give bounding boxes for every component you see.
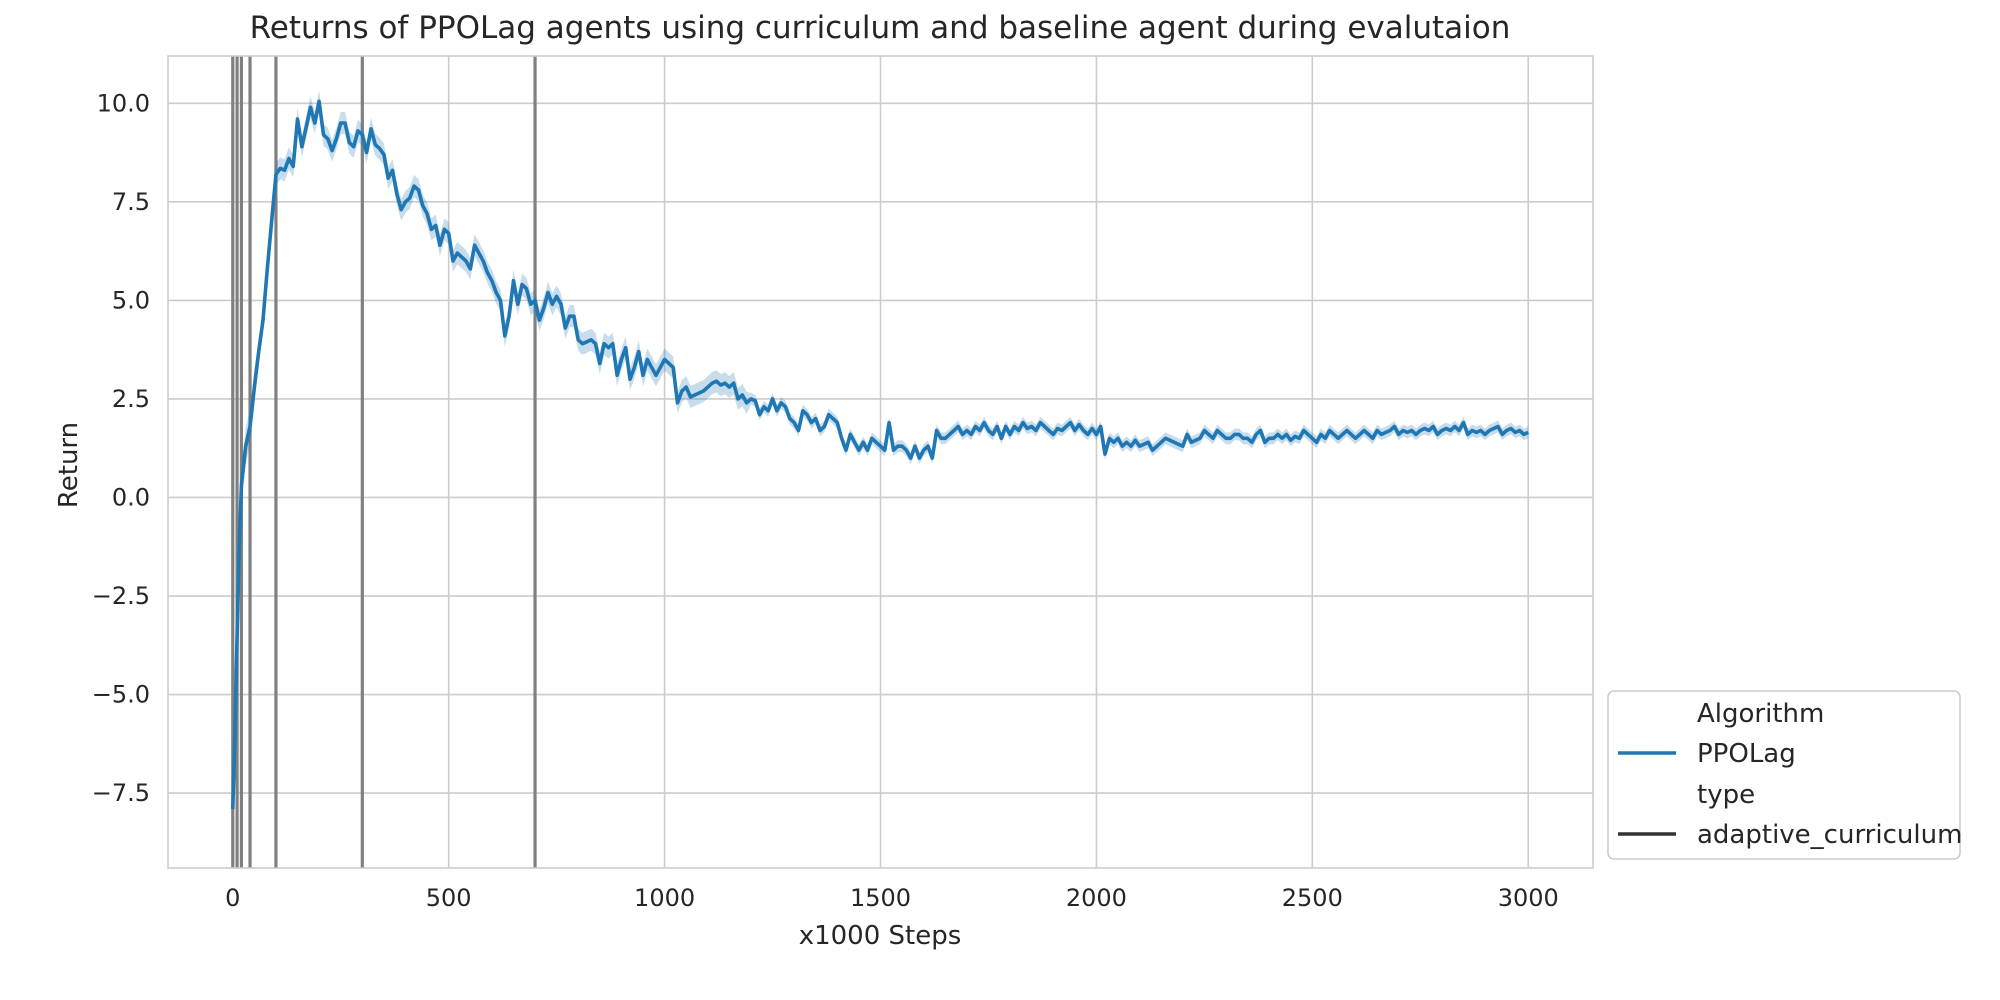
x-axis-label: x1000 Steps bbox=[799, 921, 962, 951]
legend-adaptive-curriculum-label: adaptive_curriculum bbox=[1697, 820, 1962, 850]
x-tick-label: 1000 bbox=[634, 884, 695, 912]
x-tick-label: 2000 bbox=[1066, 884, 1127, 912]
y-tick-label: −5.0 bbox=[92, 681, 150, 709]
x-tick-label: 0 bbox=[225, 884, 240, 912]
legend-ppolag-label: PPOLag bbox=[1697, 739, 1796, 769]
x-tick-label: 2500 bbox=[1282, 884, 1343, 912]
x-tick-label: 500 bbox=[426, 884, 472, 912]
y-axis-label: Return bbox=[54, 422, 84, 508]
legend-box bbox=[1607, 690, 1961, 860]
x-tick-label: 3000 bbox=[1498, 884, 1559, 912]
plot-frame bbox=[167, 55, 1594, 869]
y-tick-label: 7.5 bbox=[112, 188, 150, 216]
y-tick-label: 0.0 bbox=[112, 483, 150, 511]
y-gridlines bbox=[168, 102, 1593, 794]
legend-title-algorithm: Algorithm bbox=[1697, 699, 1824, 729]
y-tick-label: −7.5 bbox=[92, 779, 150, 807]
y-tick-label: −2.5 bbox=[92, 582, 150, 610]
chart-title: Returns of PPOLag agents using curriculu… bbox=[250, 10, 1511, 46]
x-tick-labels: 0 500 1000 1500 2000 2500 3000 bbox=[225, 884, 1559, 912]
curriculum-vertical-lines bbox=[231, 56, 537, 868]
legend-title-type: type bbox=[1697, 780, 1755, 810]
legend: Algorithm PPOLag type adaptive_curriculu… bbox=[1607, 690, 1962, 860]
x-tick-label: 1500 bbox=[850, 884, 911, 912]
y-tick-label: 5.0 bbox=[112, 286, 150, 314]
y-tick-label: 10.0 bbox=[97, 89, 150, 117]
y-tick-label: 2.5 bbox=[112, 385, 150, 413]
ppolag-line bbox=[231, 99, 1529, 809]
y-tick-labels: −7.5 −5.0 −2.5 0.0 2.5 5.0 7.5 10.0 bbox=[92, 89, 150, 807]
